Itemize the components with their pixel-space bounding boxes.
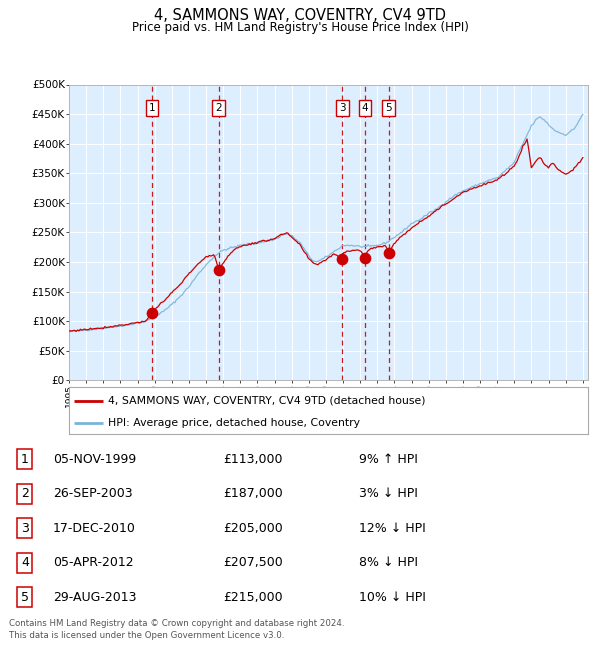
Text: 2: 2: [215, 103, 222, 113]
Text: 9% ↑ HPI: 9% ↑ HPI: [359, 452, 418, 465]
Text: 2: 2: [21, 488, 29, 500]
Text: 29-AUG-2013: 29-AUG-2013: [53, 590, 137, 603]
Text: £205,000: £205,000: [224, 521, 283, 534]
Point: [147, 308, 157, 318]
Text: This data is licensed under the Open Government Licence v3.0.: This data is licensed under the Open Gov…: [9, 630, 284, 640]
Text: 26-SEP-2003: 26-SEP-2003: [53, 488, 133, 500]
Text: 17-DEC-2010: 17-DEC-2010: [53, 521, 136, 534]
Text: 05-NOV-1999: 05-NOV-1999: [53, 452, 136, 465]
Text: 4, SAMMONS WAY, COVENTRY, CV4 9TD (detached house): 4, SAMMONS WAY, COVENTRY, CV4 9TD (detac…: [108, 395, 425, 406]
Text: 3: 3: [21, 521, 29, 534]
Text: 8% ↓ HPI: 8% ↓ HPI: [359, 556, 418, 569]
Text: 4: 4: [362, 103, 368, 113]
Text: £207,500: £207,500: [224, 556, 283, 569]
Text: HPI: Average price, detached house, Coventry: HPI: Average price, detached house, Cove…: [108, 417, 360, 428]
Text: Price paid vs. HM Land Registry's House Price Index (HPI): Price paid vs. HM Land Registry's House …: [131, 21, 469, 34]
Text: 1: 1: [21, 452, 29, 465]
Text: 5: 5: [21, 590, 29, 603]
Point: [338, 254, 347, 264]
Text: £187,000: £187,000: [224, 488, 283, 500]
Text: 10% ↓ HPI: 10% ↓ HPI: [359, 590, 425, 603]
Text: £113,000: £113,000: [224, 452, 283, 465]
Text: 3: 3: [339, 103, 346, 113]
Text: 1: 1: [149, 103, 155, 113]
Text: £215,000: £215,000: [224, 590, 283, 603]
Text: 05-APR-2012: 05-APR-2012: [53, 556, 134, 569]
Point: [214, 265, 224, 275]
Point: [360, 252, 370, 263]
Text: 4, SAMMONS WAY, COVENTRY, CV4 9TD: 4, SAMMONS WAY, COVENTRY, CV4 9TD: [154, 8, 446, 23]
Text: 3% ↓ HPI: 3% ↓ HPI: [359, 488, 418, 500]
Text: 5: 5: [385, 103, 392, 113]
Text: Contains HM Land Registry data © Crown copyright and database right 2024.: Contains HM Land Registry data © Crown c…: [9, 619, 344, 628]
Text: 12% ↓ HPI: 12% ↓ HPI: [359, 521, 425, 534]
Text: 4: 4: [21, 556, 29, 569]
Point: [384, 248, 394, 258]
